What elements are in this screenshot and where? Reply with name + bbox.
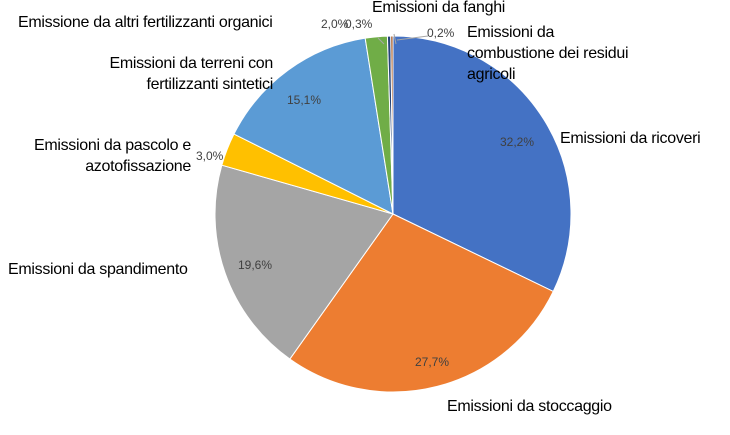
value-label: 0,2% — [427, 26, 455, 40]
category-label: Emissioni da terreni con fertilizzanti s… — [109, 55, 273, 93]
pie-slice — [390, 35, 394, 215]
leader-line — [393, 33, 397, 45]
value-label: 3,0% — [196, 149, 224, 163]
category-label: Emissioni da stoccaggio — [447, 398, 612, 415]
category-label: Emissione da altri fertilizzanti organic… — [18, 14, 273, 31]
value-label: 15,1% — [287, 93, 322, 107]
category-label: Emissioni da pascolo e azotofissazione — [33, 137, 191, 175]
value-label: 2,0% — [321, 17, 349, 31]
value-label: 32,2% — [500, 135, 535, 149]
category-label: Emissioni da combustione dei residui agr… — [467, 24, 629, 83]
pie-slice — [392, 35, 572, 293]
value-label: 19,6% — [238, 258, 273, 272]
category-label: Emissioni da fanghi — [372, 0, 506, 16]
leader-line — [377, 37, 385, 45]
pie-slice — [289, 213, 554, 393]
value-label: 27,7% — [415, 355, 450, 369]
pie-slice — [233, 37, 394, 215]
pie-slice — [214, 164, 394, 360]
category-label: Emissioni da ricoveri — [560, 130, 701, 147]
category-label: Emissioni da spandimento — [8, 261, 188, 278]
leader-line — [396, 35, 429, 41]
value-label: 0,3% — [345, 17, 373, 31]
